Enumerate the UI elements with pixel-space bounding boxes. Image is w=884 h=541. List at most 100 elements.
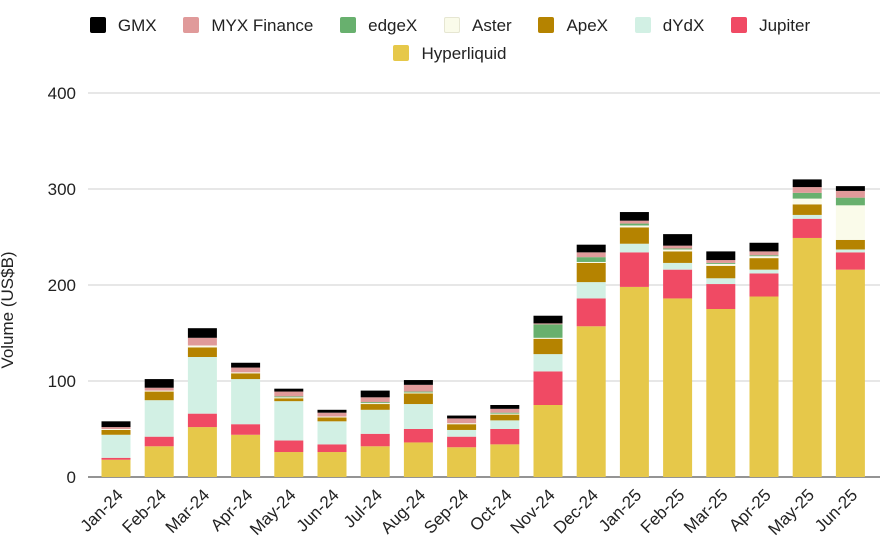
- bar-segment-dydx: [490, 420, 520, 429]
- bar-segment-hyperliquid: [144, 446, 174, 477]
- bar-segment-edgex: [490, 412, 520, 414]
- bar-segment-dydx: [447, 429, 477, 437]
- bar-segment-aster: [792, 198, 822, 205]
- x-tick-label: Jun-25: [811, 485, 861, 535]
- bar-segment-edgex: [706, 262, 736, 264]
- bar-segment-myx-finance: [663, 245, 693, 249]
- bar-segment-jupiter: [706, 284, 736, 309]
- bar-segment-aster: [187, 345, 217, 348]
- bar-segment-dydx: [706, 278, 736, 285]
- legend-swatch-apex: [538, 17, 555, 33]
- bar-segment-apex: [403, 393, 433, 405]
- legend-label-hyperliquid: Hyperliquid: [421, 44, 507, 63]
- bar-segment-edgex: [619, 223, 649, 226]
- legend-label-dydx: dYdX: [662, 16, 705, 35]
- bar-segment-dydx: [835, 249, 865, 253]
- bar-segment-jupiter: [533, 371, 563, 405]
- legend-swatch-edgex: [340, 17, 357, 33]
- bar-segment-gmx: [101, 421, 131, 428]
- x-tick-label: Aug-24: [377, 485, 429, 537]
- bar-segment-jupiter: [749, 273, 779, 297]
- bar-segment-jupiter: [360, 433, 390, 447]
- bar-segment-edgex: [749, 255, 779, 257]
- bar-segment-aster: [101, 429, 131, 430]
- legend-label-gmx: GMX: [117, 16, 157, 35]
- bar-segment-gmx: [231, 362, 261, 368]
- legend-item-dydx: dYdX: [634, 12, 705, 40]
- grid-lines: [88, 92, 880, 478]
- bar-segment-hyperliquid: [403, 442, 433, 477]
- y-tick-label: 400: [48, 84, 76, 103]
- bar-segment-edgex: [663, 248, 693, 250]
- bar-segment-gmx: [663, 234, 693, 246]
- bar-segment-gmx: [144, 379, 174, 388]
- bar-segment-myx-finance: [533, 323, 563, 325]
- bar-segment-jupiter: [187, 413, 217, 428]
- bar-segment-apex: [619, 227, 649, 244]
- bar-segment-myx-finance: [187, 337, 217, 346]
- bar-segment-jupiter: [317, 444, 347, 453]
- x-tick-label: Sep-24: [420, 485, 472, 537]
- y-tick-label: 300: [48, 180, 76, 199]
- x-tick-label: Mar-25: [680, 485, 732, 537]
- bar-segment-edgex: [360, 402, 390, 404]
- legend-label-apex: ApeX: [566, 16, 609, 35]
- bar-segment-aster: [533, 337, 563, 339]
- bar-segment-edgex: [835, 197, 865, 206]
- bar-segment-aster: [490, 413, 520, 415]
- bar-segment-jupiter: [576, 298, 606, 327]
- bar-segment-edgex: [576, 257, 606, 262]
- legend-label-myx-finance: MYX Finance: [211, 16, 314, 35]
- legend-item-jupiter: Jupiter: [731, 12, 810, 40]
- bar-segment-gmx: [619, 212, 649, 221]
- bar-segment-apex: [360, 404, 390, 410]
- bar-segment-dydx: [144, 400, 174, 437]
- bar-segment-apex: [144, 391, 174, 401]
- bar-segment-jupiter: [231, 424, 261, 435]
- bar-segment-myx-finance: [749, 251, 779, 256]
- bar-segment-gmx: [792, 179, 822, 188]
- bar-segment-myx-finance: [231, 367, 261, 373]
- x-tick-label: Mar-24: [162, 485, 214, 537]
- legend-swatch-myx-finance: [183, 17, 200, 33]
- bar-segment-hyperliquid: [447, 447, 477, 477]
- bar-segment-apex: [663, 251, 693, 263]
- bar-segment-aster: [403, 392, 433, 394]
- y-axis-ticks: 0 100 200 300 400: [48, 84, 76, 487]
- bar-segment-apex: [447, 424, 477, 430]
- bar-segment-dydx: [663, 262, 693, 270]
- bars: [101, 179, 865, 477]
- chart-legend: GMX MYX Finance edgeX Aster ApeX dYdX Ju…: [40, 12, 860, 68]
- bar-segment-myx-finance: [576, 252, 606, 258]
- bar-segment-jupiter: [447, 436, 477, 448]
- bar-segment-gmx: [317, 409, 347, 413]
- bar-segment-gmx: [706, 251, 736, 261]
- bar-segment-gmx: [533, 315, 563, 324]
- bar-segment-hyperliquid: [360, 446, 390, 477]
- bar-segment-dydx: [317, 421, 347, 445]
- bar-segment-apex: [576, 262, 606, 283]
- x-tick-label: Nov-24: [507, 485, 559, 537]
- x-tick-label: May-24: [246, 485, 300, 539]
- bar-segment-gmx: [403, 380, 433, 385]
- bar-segment-hyperliquid: [706, 309, 736, 477]
- bar-segment-apex: [533, 338, 563, 355]
- x-tick-label: Jan-24: [77, 485, 127, 535]
- x-tick-label: Jun-24: [293, 485, 343, 535]
- x-tick-label: Dec-24: [550, 485, 602, 537]
- bar-segment-edgex: [403, 391, 433, 393]
- x-axis-ticks: Jan-24Feb-24Mar-24Apr-24May-24Jun-24Jul-…: [77, 485, 862, 539]
- bar-segment-apex: [490, 414, 520, 421]
- bar-segment-edgex: [533, 324, 563, 338]
- bar-segment-dydx: [403, 404, 433, 429]
- bar-segment-apex: [835, 239, 865, 250]
- bar-segment-apex: [187, 347, 217, 357]
- bar-segment-aster: [706, 263, 736, 266]
- bar-segment-jupiter: [619, 252, 649, 287]
- bar-segment-gmx: [835, 186, 865, 191]
- legend-swatch-jupiter: [731, 17, 748, 33]
- legend-label-edgex: edgeX: [368, 16, 418, 35]
- legend-item-gmx: GMX: [89, 12, 157, 40]
- bar-segment-hyperliquid: [317, 452, 347, 477]
- bar-segment-aster: [360, 403, 390, 405]
